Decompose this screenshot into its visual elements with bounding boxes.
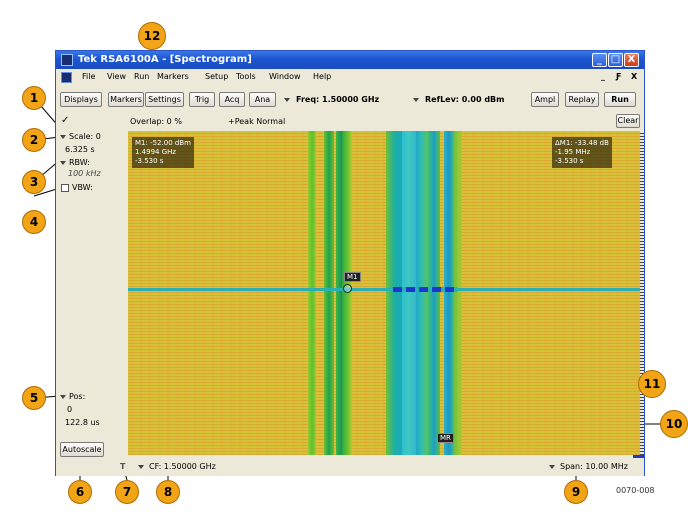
reflev-dropdown-icon[interactable] (413, 98, 419, 102)
pos-dropdown-icon[interactable] (60, 395, 66, 399)
marker-delta-readout: ΔM1: -33.48 dB -1.95 MHz -3.530 s (552, 137, 612, 168)
maximize-button[interactable]: □ (608, 53, 623, 67)
displays-button[interactable]: Displays (60, 92, 102, 107)
marker-mr-flag[interactable]: MR (437, 433, 454, 443)
signal-band (454, 131, 462, 455)
scale-dropdown-icon[interactable] (60, 135, 66, 139)
app-logo-icon (61, 54, 73, 66)
run-button[interactable]: Run (604, 92, 636, 107)
cf-dropdown-icon[interactable] (138, 465, 144, 469)
callout-11: 11 (638, 370, 666, 398)
signal-highlight (393, 287, 457, 292)
freq-readout[interactable]: Freq: 1.50000 GHz (296, 95, 380, 104)
signal-band (416, 131, 428, 455)
trace-mode-readout: +Peak Normal (228, 117, 286, 126)
pos-time[interactable]: 122.8 us (65, 418, 100, 427)
pos-label[interactable]: Pos: (69, 392, 86, 401)
callout-6: 6 (68, 480, 92, 504)
menu-bar: File View Run Markers Setup Tools Window… (56, 69, 644, 86)
span-readout[interactable]: Span: 10.00 MHz (560, 462, 628, 471)
time-scale-bar (640, 131, 644, 455)
ana-button[interactable]: Ana (249, 92, 276, 107)
menu-window[interactable]: Window (269, 72, 301, 81)
callout-5: 5 (22, 386, 46, 410)
callout-4: 4 (22, 210, 46, 234)
check-icon[interactable]: ✓ (61, 115, 70, 126)
acq-button[interactable]: Acq (219, 92, 245, 107)
marker-m1-readout: M1: -52.00 dBm 1.4994 GHz -3.530 s (132, 137, 194, 168)
marker-delta-time: -3.530 s (555, 157, 584, 165)
spectrogram-display[interactable]: M1: -52.00 dBm 1.4994 GHz -3.530 s ΔM1: … (128, 131, 640, 455)
center-frequency-readout[interactable]: CF: 1.50000 GHz (149, 462, 216, 471)
signal-band (308, 131, 316, 455)
vbw-label: VBW: (72, 183, 93, 192)
spectrogram-noise-floor (128, 131, 640, 455)
marker-delta-frequency: -1.95 MHz (555, 148, 591, 156)
menu-markers[interactable]: Markers (157, 72, 189, 81)
signal-band (336, 131, 342, 455)
autoscale-button[interactable]: Autoscale (60, 442, 104, 457)
close-button[interactable]: X (624, 53, 639, 67)
signal-band (402, 131, 416, 455)
callout-2: 2 (22, 128, 46, 152)
callout-7: 7 (115, 480, 139, 504)
callout-3: 3 (22, 170, 46, 194)
freq-dropdown-icon[interactable] (284, 98, 290, 102)
marker-m1-crosshair-icon[interactable] (343, 284, 352, 293)
menu-setup[interactable]: Setup (205, 72, 229, 81)
marker-m1-frequency: 1.4994 GHz (135, 148, 177, 156)
marker-m1-flag[interactable]: M1 (344, 272, 361, 282)
callout-8: 8 (156, 480, 180, 504)
menu-file[interactable]: File (82, 72, 96, 81)
status-line: Overlap: 0 % +Peak Normal Clear (128, 114, 644, 128)
replay-button[interactable]: Replay (565, 92, 599, 107)
document-icon[interactable] (61, 72, 72, 83)
callout-1: 1 (22, 86, 46, 110)
doc-minimize-button[interactable]: _ (601, 72, 605, 81)
doc-close-button[interactable]: X (631, 72, 638, 81)
doc-restore-button[interactable]: Ƒ (616, 72, 622, 81)
rbw-value: 100 kHz (68, 169, 101, 178)
signal-band (386, 131, 402, 455)
marker-delta-amplitude: ΔM1: -33.48 dB (555, 139, 609, 147)
scale-label[interactable]: Scale: 0 (69, 132, 101, 141)
overlap-readout: Overlap: 0 % (130, 117, 182, 126)
scale-value[interactable]: 6.325 s (65, 145, 95, 154)
ampl-button[interactable]: Ampl (531, 92, 559, 107)
vbw-checkbox[interactable] (61, 184, 69, 192)
title-bar[interactable]: Tek RSA6100A - [Spectrogram] _ □ X (56, 51, 644, 69)
left-panel: ✓ Scale: 0 6.325 s RBW: 100 kHz VBW: Pos… (56, 112, 128, 458)
marker-m1-time: -3.530 s (135, 157, 164, 165)
menu-tools[interactable]: Tools (236, 72, 256, 81)
span-dropdown-icon[interactable] (549, 465, 555, 469)
settings-button[interactable]: Settings (145, 92, 184, 107)
window-title: Tek RSA6100A - [Spectrogram] (78, 54, 252, 65)
marker-time-line[interactable] (128, 288, 640, 291)
callout-10: 10 (660, 410, 688, 438)
signal-band (428, 131, 440, 455)
acquisition-indicator (633, 455, 644, 458)
trigger-indicator: T (120, 462, 126, 471)
menu-run[interactable]: Run (134, 72, 150, 81)
minimize-button[interactable]: _ (592, 53, 607, 67)
rbw-label[interactable]: RBW: (69, 158, 90, 167)
figure-id: 0070-008 (616, 486, 655, 495)
menu-view[interactable]: View (107, 72, 126, 81)
signal-band (324, 131, 334, 455)
rbw-dropdown-icon[interactable] (60, 161, 66, 165)
signal-band (342, 131, 352, 455)
toolbar: Displays Markers Settings Trig Acq Ana F… (56, 88, 644, 112)
signal-band (444, 131, 454, 455)
callout-9: 9 (564, 480, 588, 504)
markers-button[interactable]: Markers (108, 92, 144, 107)
callout-12: 12 (138, 22, 166, 50)
bottom-status: T CF: 1.50000 GHz Span: 10.00 MHz (56, 458, 644, 476)
marker-m1-amplitude: M1: -52.00 dBm (135, 139, 191, 147)
menu-help[interactable]: Help (313, 72, 332, 81)
pos-value[interactable]: 0 (67, 405, 73, 414)
clear-button[interactable]: Clear (616, 114, 640, 128)
reflev-readout[interactable]: RefLev: 0.00 dBm (425, 95, 505, 104)
trig-button[interactable]: Trig (189, 92, 215, 107)
